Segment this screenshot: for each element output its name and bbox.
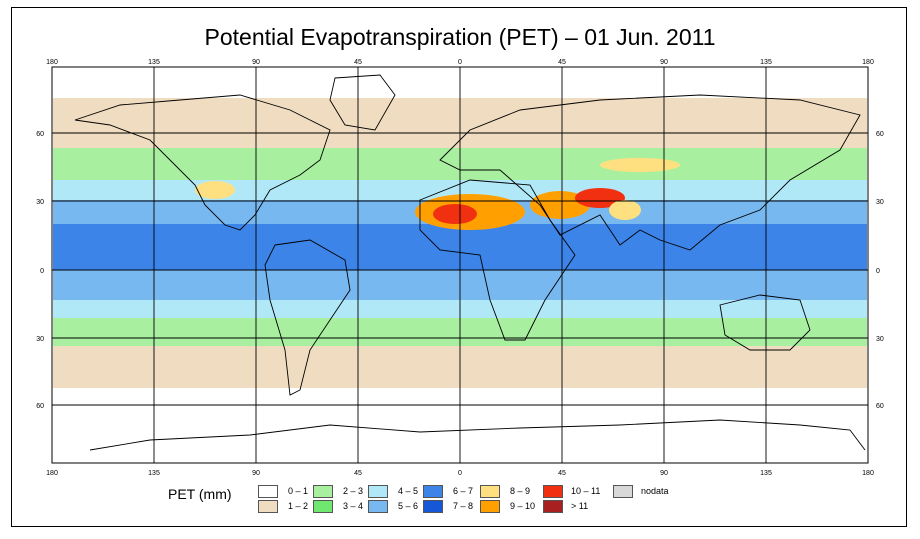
africa-outline xyxy=(419,179,576,341)
legend-swatch-gt11 xyxy=(543,500,563,513)
lon-tick-top: 90 xyxy=(252,59,260,66)
lon-tick-top: 0 xyxy=(458,59,462,66)
lon-tick-bottom: 135 xyxy=(760,470,772,477)
india-hotspot xyxy=(609,200,641,220)
legend-swatch-6-7 xyxy=(423,485,443,498)
legend-swatch-5-6 xyxy=(368,500,388,513)
lon-tick-bottom: 135 xyxy=(148,470,160,477)
legend-label-gt11: > 11 xyxy=(571,501,589,511)
legend-label-10-11: 10 – 11 xyxy=(571,486,601,496)
lon-tick-top: 180 xyxy=(862,59,874,66)
lon-tick-bottom: 180 xyxy=(862,470,874,477)
lat-tick-left: 60 xyxy=(36,403,44,410)
central-asia-hotspot xyxy=(600,158,680,172)
legend-swatch-4-5 xyxy=(368,485,388,498)
legend-swatch-3-4 xyxy=(313,500,333,513)
lat-tick-right: 60 xyxy=(876,403,884,410)
antarctica-outline xyxy=(89,419,866,451)
legend-label-5-6: 5 – 6 xyxy=(398,501,419,511)
lat-tick-right: 0 xyxy=(876,268,880,275)
legend-swatch-9-10 xyxy=(480,500,500,513)
lat-tick-right: 30 xyxy=(876,199,884,206)
legend-swatch-nodata xyxy=(613,485,633,498)
north-america-outline xyxy=(74,94,331,231)
lon-tick-top: 45 xyxy=(354,59,362,66)
lon-tick-top: 135 xyxy=(760,59,772,66)
lat-tick-right: 60 xyxy=(876,131,884,138)
lon-tick-bottom: 180 xyxy=(46,470,58,477)
legend-label-2-3: 2 – 3 xyxy=(343,486,364,496)
figure-frame xyxy=(11,7,907,527)
lat-tick-left: 30 xyxy=(36,336,44,343)
lat-tick-left: 60 xyxy=(36,131,44,138)
lat-ticks-right: 60 30 0 30 60 xyxy=(876,131,884,410)
legend-label-9-10: 9 – 10 xyxy=(510,501,536,511)
legend-swatch-0-1 xyxy=(258,485,278,498)
sahara-core xyxy=(433,204,477,224)
legend-label-8-9: 8 – 9 xyxy=(510,486,531,496)
lon-ticks-top: 180 135 90 45 0 45 90 135 180 xyxy=(46,59,874,66)
lon-tick-top: 180 xyxy=(46,59,58,66)
lon-tick-bottom: 90 xyxy=(660,470,668,477)
legend-title: PET (mm) xyxy=(168,486,232,502)
lon-tick-bottom: 0 xyxy=(458,470,462,477)
iran-hotspot xyxy=(575,188,625,208)
lon-tick-top: 45 xyxy=(558,59,566,66)
legend-label-3-4: 3 – 4 xyxy=(343,501,364,511)
lat-tick-left: 30 xyxy=(36,199,44,206)
legend-swatch-1-2 xyxy=(258,500,278,513)
lat-tick-left: 0 xyxy=(40,268,44,275)
hot-spots xyxy=(195,158,680,230)
lon-tick-top: 90 xyxy=(660,59,668,66)
south-america-outline xyxy=(264,239,351,396)
legend-swatch-10-11 xyxy=(543,485,563,498)
greenland-outline xyxy=(329,74,396,131)
mexico-hotspot xyxy=(195,181,235,199)
lat-ticks-left: 60 30 0 30 60 xyxy=(36,131,44,410)
lon-tick-top: 135 xyxy=(148,59,160,66)
lon-tick-bottom: 45 xyxy=(558,470,566,477)
legend-label-6-7: 6 – 7 xyxy=(453,486,474,496)
legend-label-1-2: 1 – 2 xyxy=(288,501,309,511)
legend-label-nodata: nodata xyxy=(641,486,669,496)
legend-swatch-8-9 xyxy=(480,485,500,498)
legend-label-0-1: 0 – 1 xyxy=(288,486,309,496)
legend-swatch-7-8 xyxy=(423,500,443,513)
coastlines xyxy=(74,74,866,451)
legend-swatch-2-3 xyxy=(313,485,333,498)
graticule xyxy=(52,67,868,463)
lon-tick-bottom: 45 xyxy=(354,470,362,477)
australia-outline xyxy=(719,294,811,351)
map-title: Potential Evapotranspiration (PET) – 01 … xyxy=(204,24,716,50)
legend-label-7-8: 7 – 8 xyxy=(453,501,474,511)
legend-label-4-5: 4 – 5 xyxy=(398,486,419,496)
lat-tick-right: 30 xyxy=(876,336,884,343)
lon-ticks-bottom: 180 135 90 45 0 45 90 135 180 xyxy=(46,470,874,477)
lon-tick-bottom: 90 xyxy=(252,470,260,477)
